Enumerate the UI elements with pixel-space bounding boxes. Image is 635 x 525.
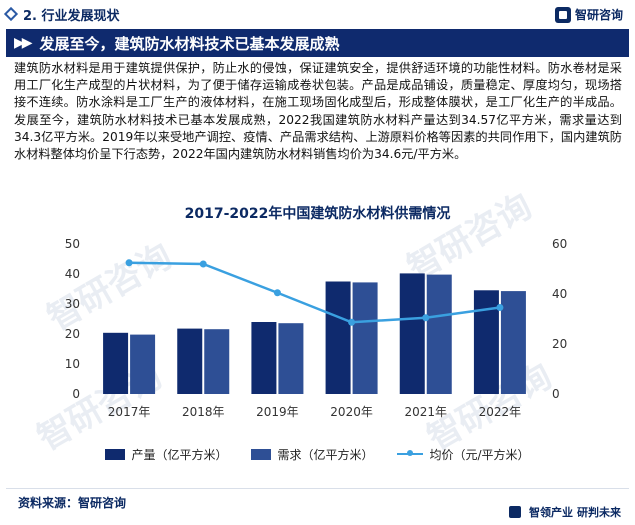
point-price xyxy=(125,259,133,267)
bar-production xyxy=(399,273,425,394)
point-price xyxy=(496,304,504,311)
title-banner: ▶▶ 发展至今，建筑防水材料技术已基本发展成熟 xyxy=(6,29,629,57)
slogan-part-b: 研判未来 xyxy=(577,506,621,519)
source-note: 资料来源：智研咨询 xyxy=(18,496,127,510)
y-left-tick-label: 10 xyxy=(65,357,80,371)
legend-swatch-production xyxy=(105,448,126,460)
x-tick-label: 2017年 xyxy=(108,405,151,419)
section-header: 2. 行业发展现状 智研咨询 xyxy=(0,0,635,28)
slogan-part-a: 智领产业 xyxy=(529,506,573,519)
legend-line-price xyxy=(397,450,424,456)
bar-production xyxy=(103,332,129,394)
legend-label-price: 均价（元/平方米） xyxy=(429,447,530,462)
y-left-tick-label: 30 xyxy=(65,297,80,311)
bar-production xyxy=(251,322,277,394)
diamond-icon xyxy=(3,6,19,22)
y-right-tick-label: 0 xyxy=(552,387,560,401)
bar-production xyxy=(325,281,351,394)
slogan-logo-icon xyxy=(509,506,521,518)
x-tick-label: 2019年 xyxy=(256,405,299,419)
bar-production xyxy=(473,290,499,394)
bar-demand xyxy=(500,291,526,394)
x-tick-label: 2021年 xyxy=(404,405,447,419)
legend-item-production: 产量（亿平方米） xyxy=(105,446,227,463)
x-tick-label: 2022年 xyxy=(479,405,522,419)
footer-slogan: 智领产业 研判未来 xyxy=(509,504,621,520)
chevron-right-icon: ▶▶ xyxy=(14,35,32,51)
x-tick-label: 2020年 xyxy=(330,405,373,419)
y-left-tick-label: 40 xyxy=(65,267,80,281)
body-paragraph: 建筑防水材料是用于建筑提供保护，防止水的侵蚀，保证建筑安全，提供舒适环境的功能性… xyxy=(14,61,622,162)
brand-logo: 智研咨询 xyxy=(554,6,623,23)
bar-demand xyxy=(352,282,378,394)
bar-demand xyxy=(426,274,452,394)
y-left-tick-label: 20 xyxy=(65,327,80,341)
x-tick-label: 2018年 xyxy=(182,405,225,419)
legend-label-demand: 需求（亿平方米） xyxy=(277,447,374,462)
y-right-tick-label: 20 xyxy=(552,337,567,351)
brand-logo-icon xyxy=(554,6,571,23)
bar-production xyxy=(177,328,203,394)
legend-swatch-demand xyxy=(251,448,272,460)
legend-item-demand: 需求（亿平方米） xyxy=(251,446,373,463)
point-price xyxy=(199,260,207,268)
y-left-tick-label: 50 xyxy=(65,237,80,251)
line-price xyxy=(129,261,501,324)
chart-title: 2017-2022年中国建筑防水材料供需情况 xyxy=(184,206,451,222)
footer-divider xyxy=(6,488,629,489)
y-right-tick-label: 40 xyxy=(552,287,567,301)
point-price xyxy=(348,318,356,326)
point-price xyxy=(422,314,430,322)
brand-logo-text: 智研咨询 xyxy=(574,8,623,22)
point-price xyxy=(273,289,281,297)
chart-plot: 0 10 20 30 40 50 0 20 40 60 2017年 2018年 2019年 2020年 20… xyxy=(65,237,568,419)
legend-item-price: 均价（元/平方米） xyxy=(397,446,530,463)
bar-demand xyxy=(204,329,230,394)
section-label: 2. 行业发展现状 xyxy=(23,8,120,24)
chart-legend: 产量（亿平方米） 需求（亿平方米） 均价（元/平方米） xyxy=(0,443,635,465)
banner-title: 发展至今，建筑防水材料技术已基本发展成熟 xyxy=(39,34,340,53)
legend-label-production: 产量（亿平方米） xyxy=(131,447,228,462)
bar-demand xyxy=(130,334,156,394)
y-left-tick-label: 0 xyxy=(72,387,80,401)
bar-demand xyxy=(278,323,304,394)
y-right-tick-label: 60 xyxy=(552,237,567,251)
